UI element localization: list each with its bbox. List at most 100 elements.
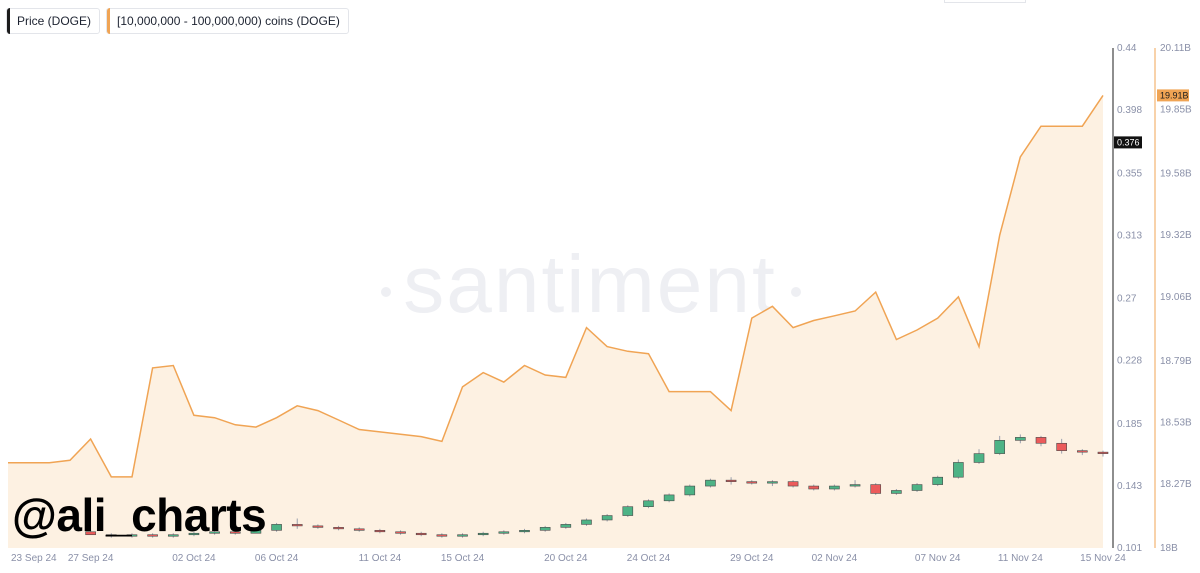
x-tick-label: 24 Oct 24 — [627, 553, 671, 564]
x-tick-label: 15 Oct 24 — [441, 553, 485, 564]
supply-line — [8, 94, 1104, 478]
candle-down — [85, 531, 96, 536]
watermark-dot-right — [791, 287, 801, 297]
supply-tick-label: 18.53B — [1160, 417, 1192, 428]
candle-down — [374, 530, 386, 533]
candle-up — [1015, 437, 1026, 441]
legend-swatch-price — [7, 8, 10, 34]
candle-up — [973, 453, 985, 463]
supply-tick-label: 19.85B — [1160, 105, 1192, 116]
candle-up — [457, 534, 468, 537]
candle-up — [581, 519, 592, 525]
x-tick-label: 06 Oct 24 — [255, 553, 299, 564]
candle-up — [994, 440, 1005, 454]
legend-item-supply[interactable]: [10,000,000 - 100,000,000) coins (DOGE) — [106, 8, 349, 34]
candle-down — [1035, 437, 1047, 444]
candle-down — [787, 481, 799, 487]
candle-down — [436, 534, 448, 537]
price-tick-label: 0.44 — [1117, 43, 1137, 54]
candle-down — [291, 524, 303, 527]
candle-down — [333, 527, 344, 530]
x-tick-label: 29 Oct 24 — [730, 553, 774, 564]
supply-area-fill — [8, 95, 1103, 549]
candle-up — [250, 530, 262, 534]
candle-down — [1097, 451, 1109, 454]
supply-tick-label: 18.79B — [1160, 356, 1192, 367]
price-tick-label: 0.313 — [1117, 230, 1142, 241]
candle-up — [519, 530, 530, 533]
price-current-label: 0.376 — [1117, 137, 1140, 147]
candle-down — [353, 528, 365, 531]
candle-up — [643, 500, 654, 508]
candle-up — [932, 476, 944, 485]
x-tick-label: 02 Nov 24 — [812, 553, 858, 564]
candle-up — [849, 484, 861, 487]
candle-down — [147, 534, 158, 537]
supply-tick-label: 19.06B — [1160, 292, 1192, 303]
x-tick-label: 20 Oct 24 — [544, 553, 588, 564]
candle-up — [767, 481, 778, 484]
supply-tick-label: 20.11B — [1160, 43, 1191, 54]
x-tick-label: 23 Sep 24 — [11, 553, 57, 564]
candle-down — [725, 479, 737, 482]
candle-up — [684, 485, 696, 496]
x-tick-label: 27 Sep 24 — [68, 553, 114, 564]
supply-current-label: 19.91B — [1160, 90, 1189, 100]
x-tick-label: 07 Nov 24 — [915, 553, 961, 564]
candle-up — [167, 534, 179, 537]
candle-up — [705, 479, 716, 487]
candle-up — [560, 524, 572, 528]
legend-item-price[interactable]: Price (DOGE) — [6, 8, 101, 34]
price-current-badge — [1114, 136, 1142, 149]
price-tick-label: 0.27 — [1117, 294, 1137, 305]
candle-up — [601, 515, 613, 521]
price-tick-label: 0.101 — [1117, 543, 1142, 554]
x-tick-label: 11 Oct 24 — [359, 553, 402, 564]
legend-label-supply: [10,000,000 - 100,000,000) coins (DOGE) — [117, 14, 340, 28]
price-tick-label: 0.185 — [1117, 419, 1142, 430]
supply-tick-label: 18B — [1160, 543, 1178, 554]
candle-up — [911, 484, 923, 491]
candle-down — [870, 484, 882, 494]
candle-down — [106, 534, 117, 537]
candle-down — [746, 481, 758, 484]
candle-down — [808, 485, 820, 490]
price-tick-label: 0.228 — [1117, 356, 1142, 367]
candle-up — [539, 527, 551, 531]
price-tick-label: 0.143 — [1117, 481, 1142, 492]
candle-up — [209, 531, 220, 534]
candle-up — [126, 534, 138, 537]
candle-up — [829, 485, 840, 490]
legend: Price (DOGE) [10,000,000 - 100,000,000) … — [6, 8, 349, 34]
candle-down — [415, 532, 427, 536]
price-tick-label: 0.398 — [1117, 105, 1142, 116]
legend-label-price: Price (DOGE) — [17, 14, 92, 28]
price-tick-label: 0.355 — [1117, 168, 1142, 179]
supply-current-badge — [1157, 89, 1189, 102]
candle-up — [271, 524, 282, 531]
watermark-handle: @ali_charts — [12, 489, 267, 541]
supply-tick-label: 19.58B — [1160, 169, 1192, 180]
candle-down — [395, 531, 406, 534]
supply-tick-label: 19.32B — [1160, 230, 1192, 241]
candle-down — [229, 531, 241, 534]
candle-up — [663, 494, 675, 502]
candle-up — [498, 531, 510, 534]
watermark-dot-left — [381, 287, 391, 297]
x-tick-label: 15 Nov 24 — [1080, 553, 1126, 564]
candle-up — [953, 462, 964, 478]
candle-up — [622, 506, 634, 516]
x-tick-label: 02 Oct 24 — [172, 553, 216, 564]
candle-up — [188, 532, 200, 536]
candle-down — [1056, 442, 1067, 451]
legend-swatch-supply — [107, 8, 111, 34]
top-control-edge — [944, 0, 1026, 3]
watermark: santiment — [403, 239, 777, 330]
supply-tick-label: 18.27B — [1160, 479, 1192, 490]
candle-up — [477, 532, 489, 536]
x-tick-label: 11 Nov 24 — [998, 553, 1043, 564]
candle-down — [312, 525, 324, 528]
candle-down — [1077, 450, 1088, 453]
candle-up — [891, 490, 902, 494]
